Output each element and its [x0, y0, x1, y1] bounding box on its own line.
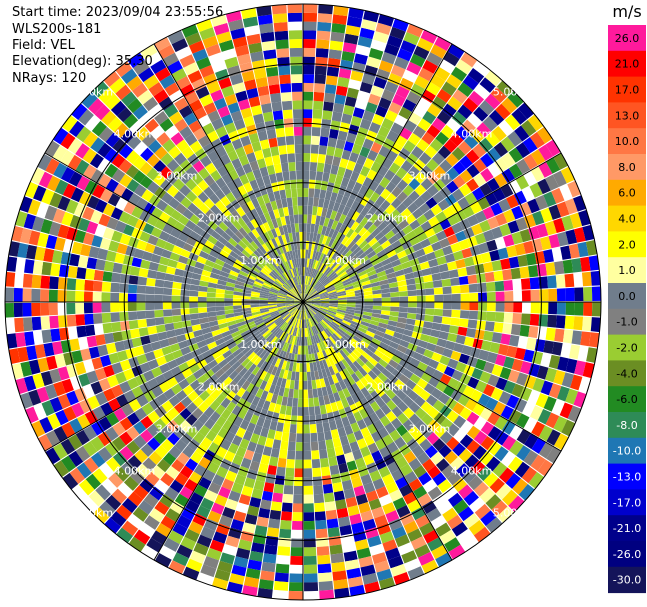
colorbar-tick-label: -26.0: [613, 548, 641, 561]
colorbar-tick-label: 10.0: [615, 135, 640, 148]
colorbar-tick-label: -2.0: [616, 342, 637, 355]
ring-label: 3.00km: [156, 170, 198, 183]
colorbar-segment: [608, 128, 646, 155]
colorbar-segment: [608, 489, 646, 516]
colorbar-tick-label: -1.0: [616, 316, 637, 329]
colorbar-segment: [608, 25, 646, 52]
colorbar-title: m/s: [612, 2, 641, 21]
colorbar-tick-label: 13.0: [615, 109, 640, 122]
colorbar-tick-label: -30.0: [613, 574, 641, 587]
azimuth-spoke-120: [302, 301, 562, 452]
azimuth-spoke-60: [302, 152, 562, 303]
colorbar-segment: [608, 541, 646, 568]
azimuth-spoke-150: [302, 301, 453, 561]
ring-label: 5.00km: [71, 507, 113, 520]
ring-label: 3.00km: [409, 170, 451, 183]
ring-label: 5.00km: [493, 85, 535, 98]
elevation-label: Elevation(deg): 35.30: [12, 54, 153, 69]
colorbar-segment: [608, 102, 646, 129]
colorbar-tick-label: -4.0: [616, 367, 637, 380]
ring-label: 1.00km: [324, 338, 366, 351]
azimuth-spoke-330: [153, 43, 304, 303]
colorbar-tick-label: -10.0: [613, 445, 641, 458]
colorbar-segment: [608, 308, 646, 336]
ring-label: 3.00km: [409, 422, 451, 435]
ring-label: 2.00km: [198, 380, 240, 393]
ring-label: 2.00km: [366, 212, 408, 225]
ring-label: 5.00km: [71, 85, 113, 98]
colorbar-segment: [608, 437, 646, 465]
colorbar-tick-label: 6.0: [618, 187, 636, 200]
colorbar-tick-label: 17.0: [615, 84, 640, 97]
velocity-bins: [5, 4, 601, 600]
colorbar-segment: [608, 515, 646, 542]
colorbar-tick-label: -21.0: [613, 522, 641, 535]
colorbar-segment: [608, 360, 646, 387]
nrays-label: NRays: 120: [12, 71, 87, 86]
field-label: Field: VEL: [12, 38, 75, 53]
colorbar-tick-label: 8.0: [618, 161, 636, 174]
ring-label: 4.00km: [451, 127, 493, 140]
colorbar-segment: [608, 566, 646, 594]
colorbar-segment: [608, 50, 646, 78]
azimuth-spoke-300: [44, 152, 304, 303]
colorbar-tick-label: 21.0: [615, 58, 640, 71]
colorbar-segment: [608, 463, 646, 490]
colorbar-tick-label: -8.0: [616, 419, 637, 432]
colorbar-segment: [608, 386, 646, 413]
colorbar-tick-label: -13.0: [613, 471, 641, 484]
start-time-label: Start time: 2023/09/04 23:55:56: [12, 5, 224, 20]
azimuth-spoke-210: [153, 301, 304, 561]
ring-label: 1.00km: [324, 254, 366, 267]
ring-label: 1.00km: [240, 254, 282, 267]
ring-label: 3.00km: [156, 422, 198, 435]
colorbar-tick-label: -6.0: [616, 393, 637, 406]
ring-label: 2.00km: [366, 380, 408, 393]
colorbar-segment: [608, 231, 646, 258]
colorbar-segment: [608, 283, 646, 310]
colorbar-segment: [608, 334, 646, 361]
ring-label: 5.00km: [493, 507, 535, 520]
instrument-label: WLS200s-181: [12, 22, 102, 37]
ring-label: 1.00km: [240, 338, 282, 351]
ring-label: 4.00km: [114, 465, 156, 478]
colorbar-tick-label: 26.0: [615, 32, 640, 45]
colorbar-segment: [608, 412, 646, 439]
colorbar-tick-label: 1.0: [618, 264, 636, 277]
azimuth-spoke-240: [44, 301, 304, 452]
colorbar-tick-label: 2.0: [618, 238, 636, 251]
colorbar-segment: [608, 257, 646, 284]
ring-label: 4.00km: [451, 465, 493, 478]
colorbar-tick-label: -17.0: [613, 496, 641, 509]
ring-label: 4.00km: [114, 127, 156, 140]
azimuth-spokes: [5, 4, 601, 600]
colorbar-segment: [608, 76, 646, 103]
colorbar-tick-label: 0.0: [618, 290, 636, 303]
colorbar-segment: [608, 154, 646, 181]
colorbar-segment: [608, 179, 646, 207]
colorbar-tick-label: 4.0: [618, 213, 636, 226]
ring-labels: 1.00km 1.00km 1.00km 1.00km 2.00km 2.00km 2.00…: [71, 85, 534, 519]
colorbar-segment: [608, 205, 646, 232]
azimuth-spoke-30: [302, 43, 453, 303]
ring-label: 2.00km: [198, 212, 240, 225]
